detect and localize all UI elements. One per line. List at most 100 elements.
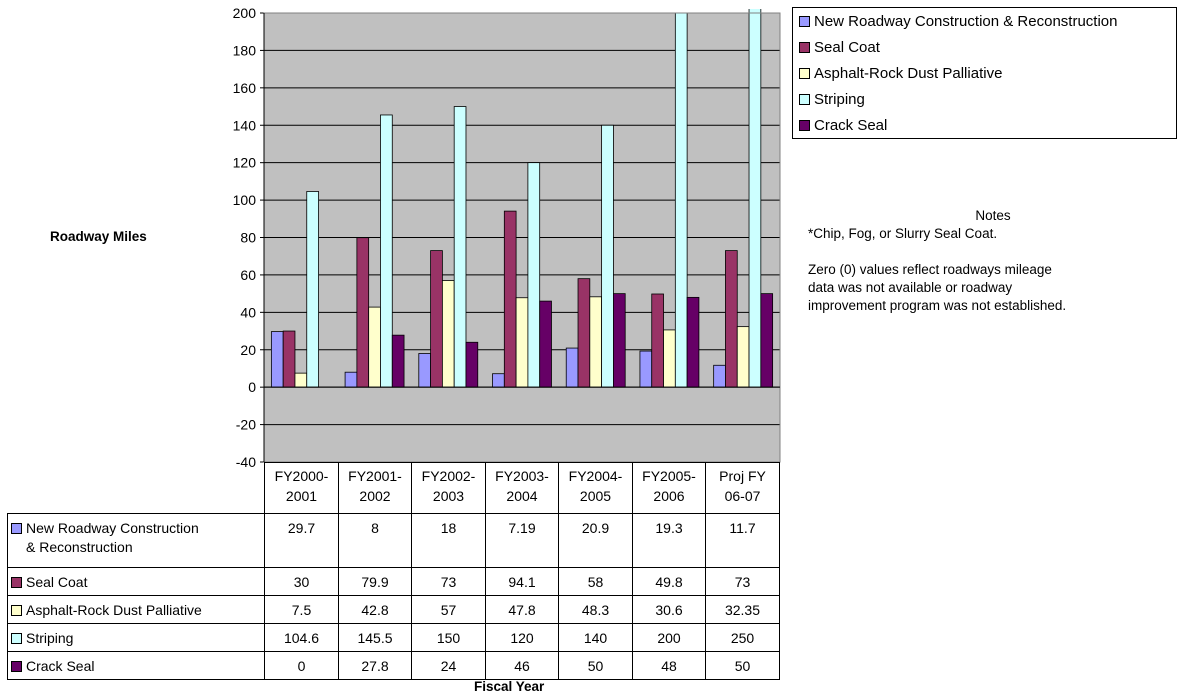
table-cell: 47.8 [485,595,559,624]
table-cell: 140 [558,623,633,652]
legend-label: Crack Seal [814,116,888,134]
table-cell: 7.5 [264,595,339,624]
y-axis-title: Roadway Miles [50,229,147,244]
legend-swatch [799,67,810,79]
table-cell: 18 [411,513,486,568]
table-row: Seal Coat 30 79.9 73 94.1 58 49.8 73 [7,567,780,596]
legend-label: Asphalt-Rock Dust Palliative [814,64,1003,82]
y-tick-label: -20 [236,417,256,433]
table-row: Asphalt-Rock Dust Palliative 7.5 42.8 57… [7,595,780,624]
x-axis-title: Fiscal Year [474,679,545,694]
bar [760,293,774,388]
bar [527,162,541,388]
table-cell: 30 [264,567,339,596]
notes-line: data was not available or roadway [808,280,1013,295]
y-tick-label: 20 [240,342,256,358]
bar [465,341,479,388]
table-cell: 120 [485,623,559,652]
bar [270,331,284,388]
table-cell: 50 [558,651,633,680]
y-tick-label: 200 [233,5,257,21]
legend-label: New Roadway Construction & Reconstructio… [814,12,1118,30]
bar [430,250,443,388]
table-cell: 50 [705,651,780,680]
table-cell: 73 [411,567,486,596]
table-cell: 200 [632,623,706,652]
table-cell: 29.7 [264,513,339,568]
table-cell: 19.3 [632,513,706,568]
legend-swatch [799,15,810,27]
bar [344,371,358,388]
bar [282,330,296,388]
y-tick-label: 100 [233,192,257,208]
bar [613,293,626,388]
table-cell: 30.6 [632,595,706,624]
table-cell: 73 [705,567,780,596]
table-row-label: Striping [7,623,265,652]
bar [589,296,603,388]
table-cell: 48 [632,651,706,680]
notes-line: *Chip, Fog, or Slurry Seal Coat. [808,226,998,241]
table-cell: 42.8 [338,595,412,624]
bar [601,124,614,388]
bar [294,372,308,388]
table-cell: 57 [411,595,486,624]
data-table: FY2000- 2001 FY2001- 2002 FY2002- 2003 FY20… [7,462,780,680]
table-cell: 94.1 [485,567,559,596]
legend-swatch [799,119,810,131]
category-header: FY2005- 2006 [632,462,706,514]
legend-item-striping: Striping [799,88,865,110]
bar [418,353,431,388]
table-header-row: FY2000- 2001 FY2001- 2002 FY2002- 2003 FY20… [8,462,780,514]
legend: New Roadway Construction & Reconstructio… [792,7,1177,139]
table-cell: 20.9 [558,513,633,568]
category-header: FY2000- 2001 [264,462,339,514]
bar [539,300,552,388]
table-cell: 250 [705,623,780,652]
bar [686,296,700,388]
bar [391,334,405,388]
table-row: Striping 104.6 145.5 150 120 140 200 250 [7,623,780,652]
legend-label: Seal Coat [814,38,880,56]
y-tick-label: -40 [236,454,256,470]
table-cell: 58 [558,567,633,596]
legend-swatch [799,93,810,105]
bar [306,191,319,388]
bar [503,210,517,388]
notes-line: Zero (0) values reflect roadways mileage [808,262,1052,277]
table-cell: 24 [411,651,486,680]
y-tick-label: 0 [248,379,256,395]
y-tick-label: 140 [233,117,257,133]
bar [380,114,393,388]
category-header: FY2004- 2005 [558,462,633,514]
table-row: Crack Seal 0 27.8 24 46 50 48 50 [7,651,780,680]
y-tick-label: 120 [233,155,257,171]
category-header: FY2001- 2002 [338,462,412,514]
table-cell: 8 [338,513,412,568]
legend-swatch [799,41,810,53]
bar [651,293,664,388]
bar [736,326,750,388]
bar [453,106,467,388]
category-header: FY2003- 2004 [485,462,559,514]
table-cell: 7.19 [485,513,559,568]
category-header: Proj FY 06-07 [705,462,780,514]
table-row-label: Asphalt-Rock Dust Palliative [7,595,265,624]
table-cell: 145.5 [338,623,412,652]
legend-item-new-roadway: New Roadway Construction & Reconstructio… [799,10,1117,32]
table-cell: 104.6 [264,623,339,652]
bar [492,373,505,388]
bar [368,306,381,388]
y-tick-label: 60 [240,267,256,283]
table-cell: 79.9 [338,567,412,596]
table-cell: 46 [485,651,559,680]
y-tick-label: 40 [240,304,256,320]
bar [663,329,676,388]
legend-item-seal-coat: Seal Coat [799,36,880,58]
bar [515,297,529,388]
bar [441,280,455,388]
bar [639,350,653,388]
bar [748,9,762,388]
bar [713,364,726,388]
